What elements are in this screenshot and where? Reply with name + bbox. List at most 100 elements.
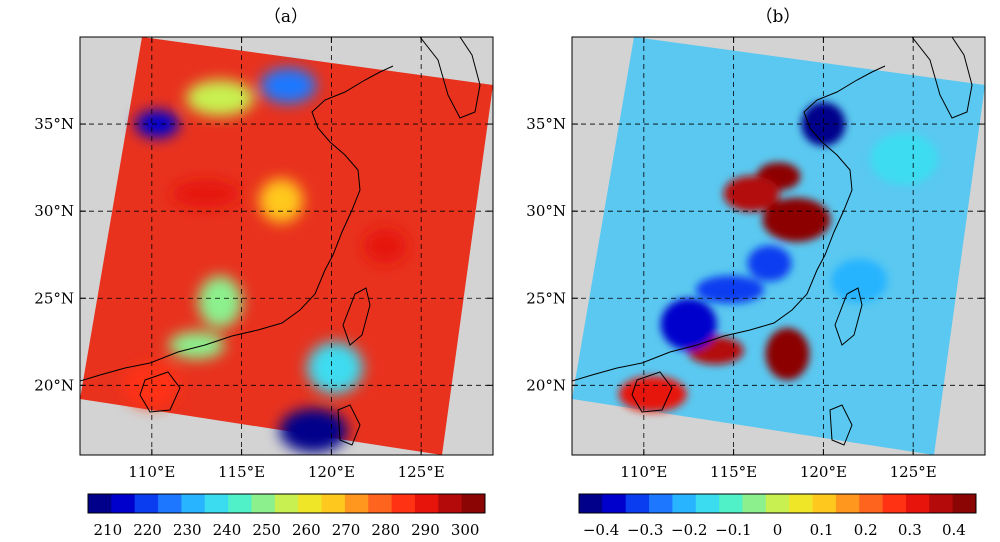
field-feature (259, 178, 304, 223)
colorbar-swatch (812, 494, 837, 513)
colorbar-swatch (181, 494, 206, 513)
colorbar-tick-label: 270 (332, 521, 361, 539)
field-feature (696, 275, 765, 304)
colorbar-swatch (602, 494, 627, 513)
colorbar-swatch (228, 494, 252, 513)
y-tick-label: 30°N (526, 202, 566, 220)
field-feature (186, 79, 255, 116)
colorbar-swatch (625, 494, 650, 513)
colorbar-tick-label: 0.4 (942, 521, 966, 539)
colorbar-tick-label: 0.3 (898, 521, 922, 539)
x-tick-label: 110°E (128, 463, 175, 481)
colorbar-swatch (719, 494, 743, 513)
field-feature (870, 132, 939, 185)
colorbar-swatch (882, 494, 907, 513)
field-feature (260, 67, 317, 104)
colorbar-swatch (859, 494, 884, 513)
colorbar-swatch (905, 494, 930, 513)
colorbar-swatch (414, 494, 439, 513)
colorbar-swatch (111, 494, 136, 513)
colorbar-tick-label: 240 (213, 521, 242, 539)
field-feature (168, 331, 225, 360)
y-tick-label: 25°N (526, 289, 566, 307)
colorbar-swatch (158, 494, 182, 513)
colorbar-tick-label: 280 (371, 521, 400, 539)
panel-a: （a） 110°E 115°E 120°E 125°E 20°N 25°N 30°N 35°N… (34, 7, 494, 539)
colorbar-tick-label: 0.2 (854, 521, 878, 539)
korea-b (911, 37, 973, 119)
field-feature (765, 327, 810, 380)
colorbar-tick-label: −0.2 (671, 521, 707, 539)
colorbar-swatch (695, 494, 720, 513)
field-feature (279, 408, 348, 453)
island-b (829, 404, 853, 446)
grid-a (80, 37, 493, 455)
colorbar-swatch (952, 494, 977, 513)
colorbar-swatch (134, 494, 159, 513)
colorbar-tick-label: 230 (173, 521, 202, 539)
colorbar-tick-label: −0.1 (715, 521, 751, 539)
x-tick-label: 110°E (620, 463, 667, 481)
colorbar-tick-label: 250 (252, 521, 281, 539)
y-tick-label: 20°N (526, 376, 566, 394)
field-feature (171, 179, 240, 208)
x-tick-label: 115°E (710, 463, 757, 481)
field-feature (123, 363, 180, 408)
island-a (337, 404, 361, 446)
colorbar-swatch (204, 494, 229, 513)
y-tick-label: 30°N (34, 202, 74, 220)
panel-a-label: （a） (264, 7, 308, 27)
colorbar-tick-label: 210 (94, 521, 123, 539)
colorbar-swatch (765, 494, 790, 513)
colorbar-tick-label: 300 (451, 521, 480, 539)
field-feature (135, 110, 180, 139)
x-tick-label: 125°E (890, 463, 937, 481)
grid-b (572, 37, 985, 455)
colorbar-swatch (649, 494, 673, 513)
field-feature (762, 197, 831, 242)
coastline-b (572, 65, 886, 382)
x-tick-label: 120°E (308, 463, 355, 481)
colorbar-swatch (251, 494, 276, 513)
colorbar-tick-label: 0 (773, 521, 783, 539)
colorbar-swatch (579, 494, 603, 513)
colorbar-swatch (742, 494, 767, 513)
colorbar-swatch (344, 494, 369, 513)
colorbar-b: −0.4 −0.3 −0.2 −0.1 0 0.1 0.2 0.3 0.4 (578, 493, 977, 539)
field-feature (747, 245, 792, 282)
colorbar-tick-label: 220 (133, 521, 162, 539)
coastline-a (80, 65, 394, 382)
y-tick-label: 20°N (34, 376, 74, 394)
field-feature (618, 376, 687, 413)
field-feature (306, 341, 363, 394)
colorbar-tick-label: −0.3 (627, 521, 663, 539)
colorbar-swatch (321, 494, 346, 513)
y-tick-label: 35°N (34, 115, 74, 133)
colorbar-swatch (368, 494, 393, 513)
colorbar-swatch (298, 494, 323, 513)
colorbar-swatch (672, 494, 697, 513)
panel-b-label: （b） (756, 7, 801, 27)
hainan-a (139, 371, 181, 413)
hainan-b (631, 371, 673, 413)
colorbar-swatch (391, 494, 416, 513)
colorbar-swatch (929, 494, 954, 513)
colorbar-swatch (835, 494, 860, 513)
colorbar-swatch (438, 494, 463, 513)
y-tick-label: 25°N (34, 289, 74, 307)
korea-a (419, 37, 481, 119)
field-feature (660, 298, 717, 351)
x-tick-label: 115°E (218, 463, 265, 481)
y-tick-label: 35°N (526, 115, 566, 133)
colorbar-a: 210 220 230 240 250 260 270 280 290 300 (87, 493, 486, 539)
field-feature (198, 275, 243, 328)
colorbar-tick-label: 290 (411, 521, 440, 539)
x-tick-label: 120°E (800, 463, 847, 481)
taiwan-b (834, 287, 863, 346)
colorbar-swatch (274, 494, 299, 513)
colorbar-tick-label: 260 (292, 521, 321, 539)
panel-b: （b） 110°E 115°E 120°E 125°E 20°N 25°N 30°N 35°N… (526, 7, 986, 539)
colorbar-swatch (461, 494, 486, 513)
colorbar-swatch (88, 494, 112, 513)
